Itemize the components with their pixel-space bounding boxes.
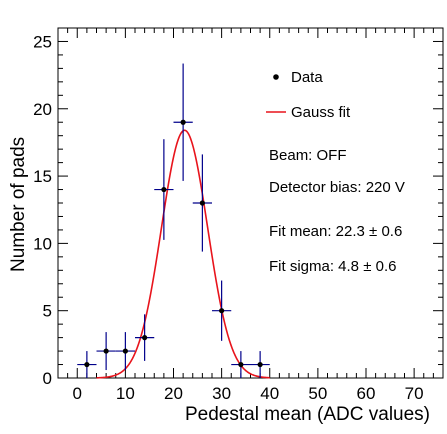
legend-data-marker (273, 74, 279, 80)
data-point (103, 348, 109, 354)
data-point-group (250, 351, 270, 378)
x-tick-label: 40 (260, 384, 279, 403)
annotation-text: Detector bias: 220 V (269, 179, 405, 196)
data-point (257, 361, 263, 368)
data-point (84, 361, 90, 368)
x-tick-label: 30 (212, 384, 231, 403)
data-point-group (115, 332, 135, 371)
x-tick-label: 70 (405, 384, 424, 403)
data-point (180, 119, 186, 125)
x-tick-label: 0 (73, 384, 82, 403)
y-tick-label: 15 (33, 167, 52, 186)
data-point (238, 361, 244, 368)
data-point-group (154, 139, 174, 240)
data-point-group (173, 63, 193, 181)
data-point (122, 348, 128, 354)
y-axis-title: Number of pads (8, 137, 29, 272)
data-point-group (231, 351, 251, 378)
data-point-group (192, 154, 212, 252)
data-point-group (96, 332, 116, 371)
legend-fit-label: Gauss fit (291, 104, 351, 121)
x-tick-label: 60 (357, 384, 376, 403)
y-tick-label: 0 (43, 369, 52, 388)
annotation-text: Beam: OFF (269, 147, 347, 164)
y-tick-label: 20 (33, 100, 52, 119)
y-tick-label: 5 (43, 302, 52, 321)
x-axis-title: Pedestal mean (ADC values) (185, 404, 430, 425)
legend-data-label: Data (291, 69, 323, 86)
data-point (142, 335, 148, 341)
data-point-group (135, 314, 155, 361)
x-tick-label: 20 (164, 384, 183, 403)
y-tick-label: 10 (33, 234, 52, 253)
data-point (161, 186, 167, 193)
annotation-text: Fit mean: 22.3 ± 0.6 (269, 223, 402, 240)
data-point-group (77, 351, 97, 378)
data-point-group (212, 280, 232, 341)
x-tick-label: 50 (308, 384, 327, 403)
y-tick-label: 25 (33, 32, 52, 51)
data-point (219, 308, 225, 314)
data-point (199, 200, 205, 206)
annotation-text: Fit sigma: 4.8 ± 0.6 (269, 258, 396, 275)
x-tick-label: 10 (116, 384, 135, 403)
